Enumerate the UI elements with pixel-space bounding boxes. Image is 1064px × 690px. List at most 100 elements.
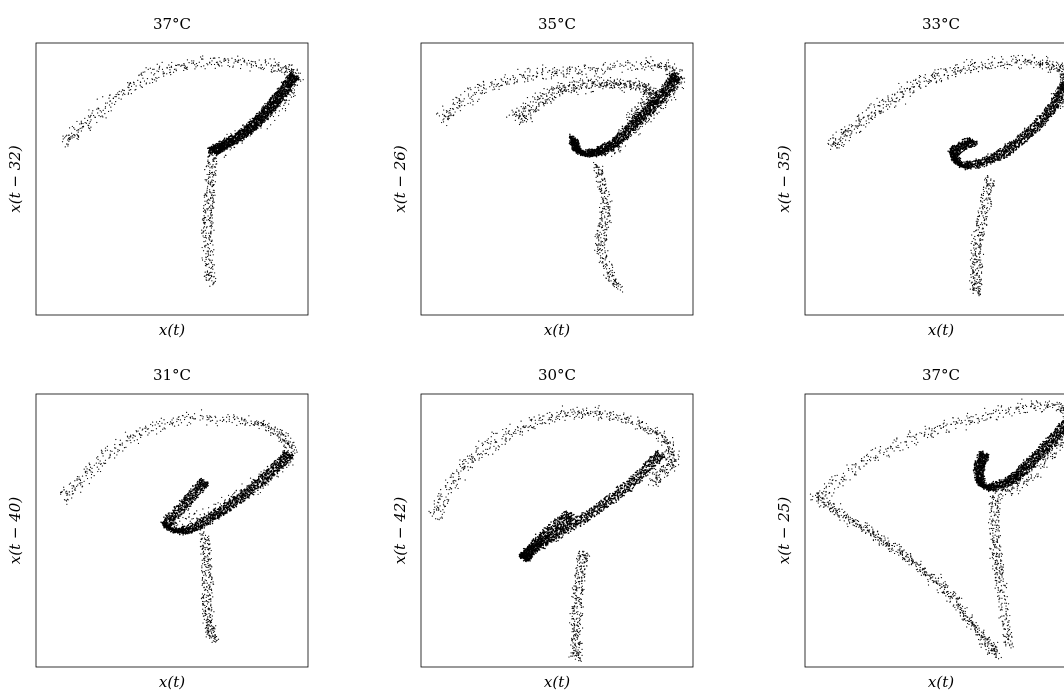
data-point	[183, 69, 185, 72]
data-point	[503, 76, 506, 78]
data-point	[211, 179, 213, 181]
data-point	[540, 95, 542, 97]
data-point	[565, 90, 567, 92]
data-point	[643, 86, 645, 88]
data-point	[478, 89, 480, 91]
trajectory-points	[435, 56, 686, 293]
data-point	[572, 149, 574, 151]
data-point	[209, 151, 212, 154]
data-point	[90, 114, 92, 116]
data-point	[269, 58, 271, 60]
data-point	[467, 93, 470, 95]
data-point	[209, 150, 212, 152]
data-point	[470, 89, 472, 91]
data-point	[207, 255, 209, 258]
data-point	[139, 84, 141, 86]
data-point	[277, 69, 280, 71]
data-point	[260, 109, 263, 111]
data-point	[292, 70, 294, 72]
data-point	[207, 152, 210, 154]
data-point	[278, 91, 280, 94]
data-point	[645, 119, 647, 121]
data-point	[529, 71, 531, 73]
data-point	[652, 96, 655, 99]
data-point	[527, 77, 529, 79]
data-point	[637, 68, 639, 70]
data-point	[213, 201, 215, 203]
data-point	[246, 62, 248, 64]
data-point	[291, 68, 293, 71]
data-point	[208, 189, 211, 191]
data-point	[498, 88, 500, 90]
data-point	[208, 263, 210, 265]
data-point	[571, 81, 573, 83]
data-point	[225, 154, 227, 157]
data-point	[209, 209, 211, 212]
data-point	[650, 94, 653, 96]
data-point	[594, 83, 596, 85]
data-point	[611, 155, 613, 157]
data-point	[594, 75, 596, 77]
data-point	[599, 77, 601, 79]
data-point	[250, 126, 253, 128]
data-point	[278, 61, 280, 64]
data-point	[673, 96, 675, 99]
data-point	[91, 112, 93, 114]
data-point	[632, 121, 635, 124]
data-point	[658, 91, 660, 93]
data-point	[616, 132, 619, 134]
data-point	[631, 88, 633, 90]
data-point	[276, 63, 278, 65]
data-point	[565, 76, 567, 78]
data-point	[163, 72, 165, 74]
data-point	[264, 59, 266, 61]
data-point	[278, 90, 280, 92]
data-point	[640, 116, 643, 118]
data-point	[673, 63, 676, 65]
data-point	[546, 95, 548, 98]
data-point	[637, 102, 639, 104]
data-point	[207, 199, 209, 201]
data-point	[204, 229, 206, 231]
data-point	[210, 211, 213, 214]
data-point	[467, 102, 469, 105]
data-point	[604, 85, 607, 87]
data-point	[640, 104, 642, 106]
data-point	[229, 149, 231, 151]
data-point	[145, 67, 147, 69]
data-point	[655, 93, 658, 95]
data-point	[524, 78, 527, 80]
data-point	[604, 155, 607, 157]
data-point	[612, 140, 615, 142]
data-point	[209, 274, 211, 277]
data-point	[571, 90, 573, 92]
data-point	[178, 64, 180, 66]
data-point	[569, 133, 571, 136]
data-point	[65, 135, 67, 137]
data-point	[528, 104, 530, 106]
data-point	[492, 89, 494, 91]
data-point	[515, 114, 517, 116]
data-point	[261, 106, 264, 108]
data-point	[516, 114, 518, 117]
data-point	[214, 153, 216, 155]
data-point	[612, 136, 614, 139]
data-point	[71, 132, 73, 134]
data-point	[529, 69, 531, 71]
data-point	[654, 94, 657, 96]
data-point	[636, 111, 639, 114]
data-point	[212, 199, 214, 201]
data-point	[88, 122, 90, 124]
data-point	[605, 81, 608, 83]
data-point	[223, 60, 225, 62]
data-point	[271, 94, 274, 97]
data-point	[612, 138, 614, 140]
data-point	[543, 88, 545, 90]
data-point	[645, 85, 647, 87]
data-point	[679, 70, 681, 72]
data-point	[81, 127, 83, 129]
data-point	[285, 85, 287, 88]
data-point	[271, 71, 273, 73]
data-point	[558, 85, 560, 87]
data-point	[534, 97, 536, 99]
